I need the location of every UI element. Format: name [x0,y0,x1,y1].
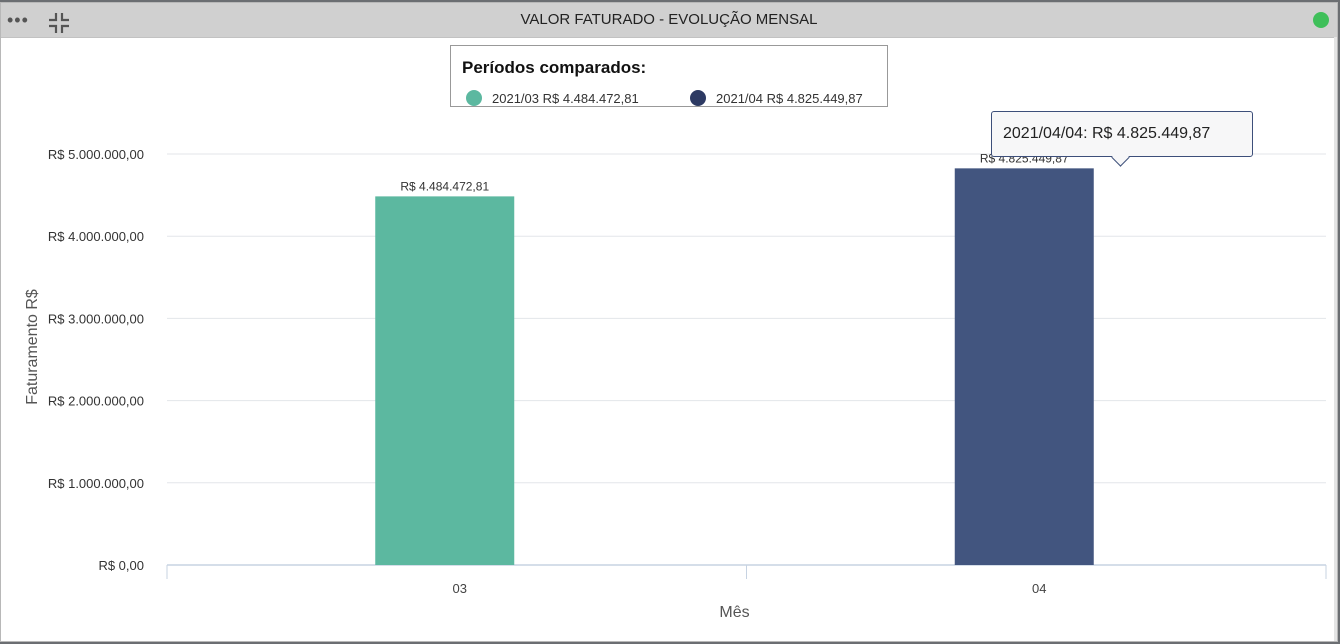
bar-04 [954,168,1094,565]
collapse-icon[interactable] [47,11,71,35]
vertical-scrollbar[interactable] [1334,37,1337,641]
tooltip: 2021/04/04: R$ 4.825.449,87 [991,111,1253,167]
tooltip-text: 2021/04/04: R$ 4.825.449,87 [1003,125,1211,142]
y-tick-label: R$ 2.000.000,00 [48,394,144,409]
x-tick-label: 03 [453,581,467,596]
legend-label: 2021/04 R$ 4.825.449,87 [716,91,863,106]
y-tick-label: R$ 0,00 [98,558,144,573]
x-tick-label: 04 [1032,581,1046,596]
legend-title: Períodos comparados: [462,58,647,77]
y-tick-label: R$ 1.000.000,00 [48,476,144,491]
legend-item-2021-04[interactable]: 2021/04 R$ 4.825.449,87 [690,90,863,107]
legend-item-2021-03[interactable]: 2021/03 R$ 4.484.472,81 [466,90,639,107]
y-tick-label: R$ 4.000.000,00 [48,229,144,244]
bar-value-label: R$ 4.484.472,81 [400,179,489,193]
x-axis-title: Mês [719,604,749,621]
more-dots-icon[interactable]: ••• [7,10,29,30]
status-indicator [1313,12,1329,28]
panel-header: ••• VALOR FATURADO - EVOLUÇÃO MENSAL [1,3,1337,38]
legend-swatch [466,90,482,106]
bar-03 [375,196,515,565]
y-tick-label: R$ 5.000.000,00 [48,147,144,162]
legend-label: 2021/03 R$ 4.484.472,81 [492,91,639,106]
legend: Períodos comparados: 2021/03 R$ 4.484.47… [450,45,888,107]
panel-title: VALOR FATURADO - EVOLUÇÃO MENSAL [520,11,818,28]
legend-swatch [690,90,706,106]
y-axis-title: Faturamento R$ [24,289,41,405]
y-tick-label: R$ 3.000.000,00 [48,311,144,326]
